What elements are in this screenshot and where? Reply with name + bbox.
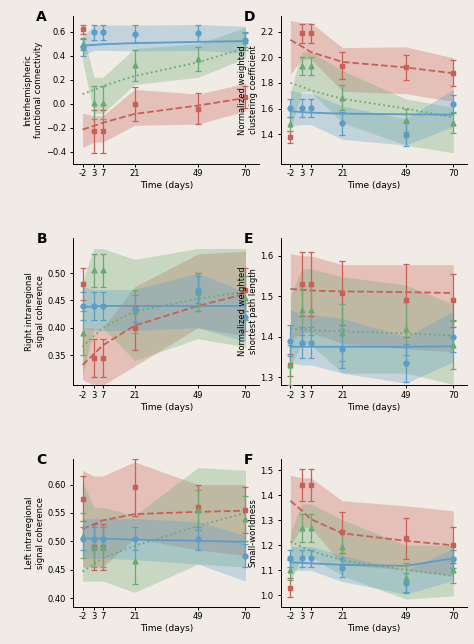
Text: C: C xyxy=(36,453,46,467)
X-axis label: Time (days): Time (days) xyxy=(140,402,193,412)
Text: E: E xyxy=(244,232,254,245)
Y-axis label: Left intraregional
signal coherence: Left intraregional signal coherence xyxy=(25,497,45,569)
Y-axis label: Right intraregional
signal coherence: Right intraregional signal coherence xyxy=(25,272,45,351)
Y-axis label: Normalized weighted
clustering coefficient: Normalized weighted clustering coefficie… xyxy=(238,45,258,135)
X-axis label: Time (days): Time (days) xyxy=(140,181,193,190)
X-axis label: Time (days): Time (days) xyxy=(347,402,401,412)
X-axis label: Time (days): Time (days) xyxy=(140,624,193,633)
X-axis label: Time (days): Time (days) xyxy=(347,181,401,190)
Text: B: B xyxy=(36,232,47,245)
Text: D: D xyxy=(244,10,255,24)
Text: F: F xyxy=(244,453,254,467)
Y-axis label: Interhemispheric
functional connectivity: Interhemispheric functional connectivity xyxy=(24,42,43,138)
Text: A: A xyxy=(36,10,47,24)
X-axis label: Time (days): Time (days) xyxy=(347,624,401,633)
Y-axis label: Normalized weighted
shortest path length: Normalized weighted shortest path length xyxy=(238,267,258,356)
Y-axis label: Small-worldness: Small-worldness xyxy=(249,498,258,567)
